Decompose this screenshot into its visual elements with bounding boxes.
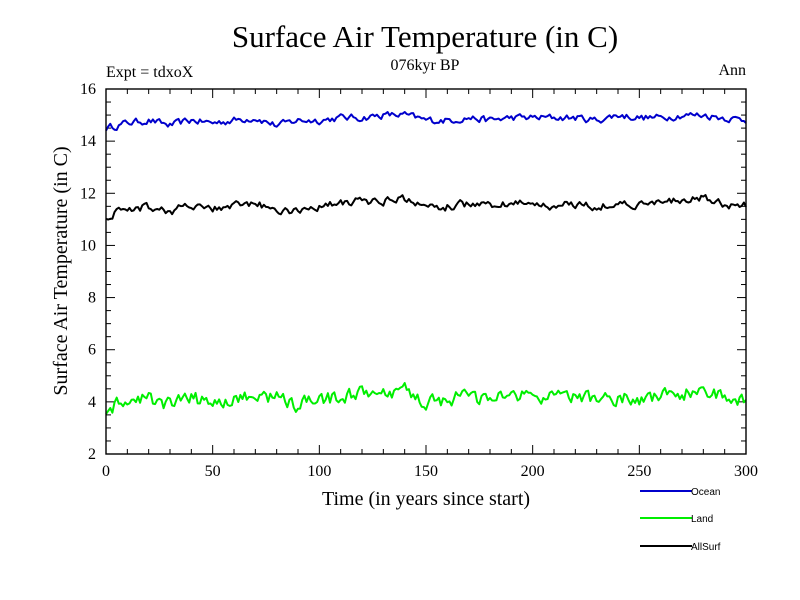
x-tick-label: 300 [734, 463, 758, 480]
plot-frame [105, 88, 747, 455]
legend: Ocean Land AllSurf [640, 487, 721, 553]
x-axis-label: Time (in years since start) [322, 488, 530, 510]
legend-label: AllSurf [691, 542, 721, 553]
legend-label: Land [691, 514, 713, 525]
series-line-ocean [105, 111, 747, 132]
x-tick-label: 200 [521, 463, 545, 480]
chart-subtitle: 076kyr BP [391, 57, 460, 74]
y-tick-label: 14 [80, 133, 96, 150]
y-tick-labels: 2 4 6 8 10 12 14 16 [80, 81, 96, 463]
x-tick-labels: 0 50 100 150 200 250 300 [102, 463, 758, 480]
y-tick-label: 6 [88, 342, 96, 359]
y-tick-label: 12 [80, 185, 96, 202]
x-tick-label: 50 [205, 463, 221, 480]
x-tick-label: 150 [414, 463, 438, 480]
season-label: Ann [718, 62, 746, 79]
x-tick-label: 100 [307, 463, 331, 480]
y-tick-label: 8 [88, 290, 96, 307]
series-line-allsurf [105, 194, 747, 221]
y-tick-label: 10 [80, 237, 96, 254]
series-lines [105, 111, 747, 415]
y-tick-label: 16 [80, 81, 96, 98]
x-tick-label: 250 [627, 463, 651, 480]
x-tick-label: 0 [102, 463, 110, 480]
y-tick-label: 2 [88, 446, 96, 463]
legend-label: Ocean [691, 487, 720, 498]
y-axis-label: Surface Air Temperature (in C) [50, 146, 72, 395]
series-line-land [105, 382, 747, 415]
experiment-label: Expt = tdxoX [106, 64, 194, 81]
y-tick-label: 4 [88, 394, 96, 411]
chart-title: Surface Air Temperature (in C) [232, 19, 618, 54]
